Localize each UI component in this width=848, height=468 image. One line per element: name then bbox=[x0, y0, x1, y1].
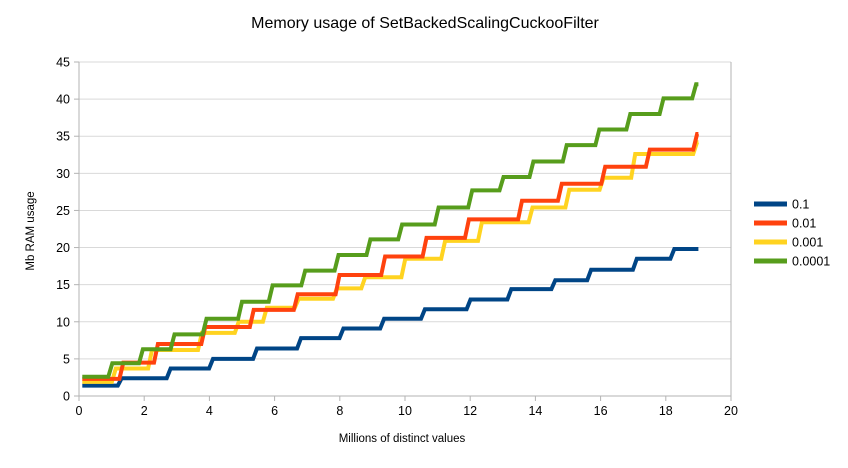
y-tick-label: 40 bbox=[56, 93, 70, 107]
x-tick-label: 2 bbox=[141, 404, 148, 418]
legend-label-1: 0.01 bbox=[792, 217, 816, 231]
y-gridlines bbox=[79, 61, 731, 360]
x-tick-label: 6 bbox=[271, 404, 278, 418]
y-tick-label: 20 bbox=[56, 241, 70, 255]
x-tick-label: 20 bbox=[724, 404, 738, 418]
series-line-0.01 bbox=[82, 132, 700, 381]
x-tick-label: 0 bbox=[76, 404, 83, 418]
y-tick-label: 45 bbox=[56, 56, 70, 70]
series-line-0.1 bbox=[82, 247, 699, 388]
y-axis-title: Mb RAM usage bbox=[25, 191, 37, 270]
x-tick-label: 12 bbox=[463, 404, 477, 418]
x-tick-label: 16 bbox=[594, 404, 608, 418]
x-tick-label: 10 bbox=[398, 404, 412, 418]
x-tick-label: 8 bbox=[336, 404, 343, 418]
legend-label-3: 0.0001 bbox=[792, 255, 830, 269]
y-tick-label: 0 bbox=[63, 390, 70, 404]
y-tick-label: 10 bbox=[56, 315, 70, 329]
x-axis-title: Millions of distinct values bbox=[339, 433, 466, 445]
y-tick-label: 25 bbox=[56, 204, 70, 218]
x-tick-label: 18 bbox=[659, 404, 673, 418]
legend-item: 0.01 bbox=[754, 217, 816, 231]
x-tick-label: 4 bbox=[206, 404, 213, 418]
y-tick-label: 30 bbox=[56, 167, 70, 181]
y-tick-labels: 0 5 10 15 20 25 30 35 40 45 bbox=[56, 56, 70, 404]
legend-label-0: 0.1 bbox=[792, 198, 809, 212]
legend-item: 0.0001 bbox=[754, 255, 830, 269]
chart-title: Memory usage of SetBackedScalingCuckooFi… bbox=[251, 15, 599, 32]
y-tick-label: 35 bbox=[56, 130, 70, 144]
legend-item: 0.001 bbox=[754, 236, 823, 250]
legend: 0.1 0.01 0.001 0.0001 bbox=[754, 198, 830, 269]
y-tick-label: 15 bbox=[56, 278, 70, 292]
series-line-0.0001 bbox=[82, 82, 699, 379]
x-tick-label: 14 bbox=[528, 404, 542, 418]
x-tick-labels: 0 2 4 6 8 10 12 14 16 18 20 bbox=[76, 404, 738, 418]
legend-item: 0.1 bbox=[754, 198, 809, 212]
y-tick-label: 5 bbox=[63, 352, 70, 366]
series-lines bbox=[82, 82, 700, 388]
axis-lines bbox=[74, 61, 732, 401]
legend-label-2: 0.001 bbox=[792, 236, 823, 250]
